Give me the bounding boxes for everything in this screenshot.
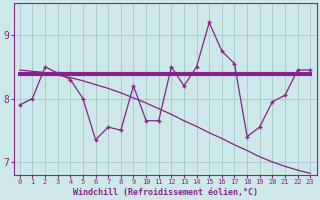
X-axis label: Windchill (Refroidissement éolien,°C): Windchill (Refroidissement éolien,°C)	[73, 188, 258, 197]
